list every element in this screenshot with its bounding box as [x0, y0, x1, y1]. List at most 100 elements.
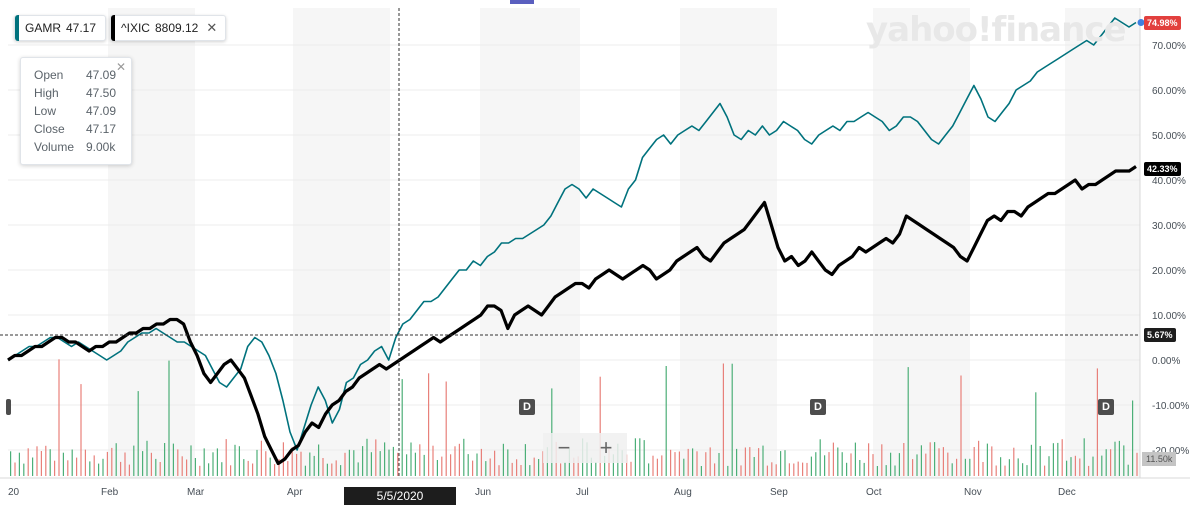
- volume-bar: [815, 452, 817, 476]
- volume-bar: [406, 454, 408, 476]
- x-tick-label: Feb: [101, 487, 119, 498]
- legend-ticker: GAMR: [25, 21, 61, 35]
- volume-bar: [432, 445, 434, 476]
- volume-bar: [1092, 456, 1094, 476]
- close-icon[interactable]: ✕: [206, 20, 218, 35]
- volume-bar: [577, 456, 579, 476]
- volume-bar: [401, 379, 403, 476]
- volume-bar: [36, 446, 38, 476]
- volume-bar: [463, 438, 465, 476]
- dividend-marker[interactable]: D: [519, 399, 535, 415]
- dividend-marker[interactable]: D: [810, 399, 826, 415]
- volume-bar: [344, 452, 346, 476]
- zoom-in-button[interactable]: +: [599, 435, 613, 460]
- volume-bar: [709, 447, 711, 476]
- volume-bar: [960, 375, 962, 476]
- volume-bar: [93, 455, 95, 476]
- volume-bar: [1070, 457, 1072, 476]
- volume-bar: [1132, 400, 1134, 476]
- volume-bar: [494, 450, 496, 476]
- volume-bar: [450, 454, 452, 476]
- volume-bar: [243, 459, 245, 476]
- x-tick-label: Mar: [187, 487, 205, 498]
- y-tick-label: 60.00%: [1152, 86, 1186, 97]
- zoom-controls: − +: [543, 433, 627, 463]
- volume-bar: [485, 461, 487, 476]
- volume-bar: [643, 440, 645, 476]
- volume-bar: [1088, 465, 1090, 476]
- volume-bar: [177, 449, 179, 476]
- volume-bar: [335, 460, 337, 476]
- volume-bar: [590, 457, 592, 476]
- volume-bar: [1096, 368, 1098, 476]
- volume-bar: [45, 445, 47, 476]
- volume-bar: [89, 461, 91, 476]
- series-color-swatch: [111, 15, 115, 41]
- volume-bar: [705, 452, 707, 476]
- volume-bar: [441, 456, 443, 476]
- volume-bar: [375, 439, 377, 476]
- volume-bar: [630, 461, 632, 476]
- volume-bar: [740, 465, 742, 476]
- volume-bar: [687, 448, 689, 476]
- volume-bar: [379, 451, 381, 476]
- legend-chip-ixic[interactable]: ^IXIC 8809.12 ✕: [110, 15, 226, 41]
- volume-bar: [1030, 444, 1032, 476]
- volume-bar: [595, 462, 597, 476]
- volume-bar: [1127, 464, 1129, 476]
- y-tick-label: 50.00%: [1152, 131, 1186, 142]
- dividend-marker-partial[interactable]: [6, 399, 11, 415]
- volume-bar: [428, 373, 430, 476]
- volume-bar: [115, 443, 117, 476]
- volume-bar: [137, 391, 139, 476]
- volume-bar: [1044, 465, 1046, 476]
- volume-bar: [142, 451, 144, 476]
- volume-bar: [234, 444, 236, 476]
- ixic-last-value-tag: 42.33%: [1144, 162, 1181, 176]
- tooltip-row-low: Low 47.09: [34, 104, 117, 118]
- volume-bar: [1066, 460, 1068, 476]
- volume-bar: [942, 447, 944, 476]
- volume-bar: [714, 463, 716, 476]
- x-tick-label: Nov: [964, 487, 982, 498]
- volume-bar: [80, 384, 82, 476]
- volume-bar: [511, 462, 513, 476]
- volume-bar: [454, 446, 456, 476]
- zoom-out-button[interactable]: −: [557, 435, 571, 460]
- volume-bar: [564, 462, 566, 476]
- volume-bar: [722, 363, 724, 476]
- x-tick-label: Jul: [576, 487, 589, 498]
- volume-bar: [313, 455, 315, 476]
- volume-bar: [1035, 392, 1037, 476]
- close-icon[interactable]: ✕: [115, 60, 126, 74]
- series-color-swatch: [15, 15, 19, 41]
- volume-bar: [766, 465, 768, 476]
- legend-chip-gamr[interactable]: GAMR 47.17: [14, 15, 106, 41]
- range-handle[interactable]: [510, 0, 534, 4]
- volume-bar: [208, 463, 210, 476]
- volume-bar: [164, 443, 166, 476]
- volume-bar: [533, 457, 535, 476]
- volume-bar: [894, 465, 896, 476]
- volume-bar: [1039, 446, 1041, 476]
- volume-bar: [1123, 445, 1125, 476]
- volume-bar: [384, 442, 386, 476]
- y-tick-label: 70.00%: [1152, 41, 1186, 52]
- volume-bar: [225, 439, 227, 476]
- volume-bars: [10, 359, 1138, 476]
- dividend-marker[interactable]: D: [1098, 399, 1114, 415]
- volume-bar: [788, 463, 790, 476]
- x-tick-label: Oct: [866, 487, 882, 498]
- volume-bar: [14, 462, 16, 476]
- volume-bar: [868, 443, 870, 476]
- volume-bar: [1101, 455, 1103, 476]
- volume-last-value-tag: 11.50k: [1142, 452, 1177, 466]
- volume-bar: [683, 458, 685, 476]
- volume-bar: [159, 462, 161, 476]
- volume-bar: [414, 452, 416, 476]
- volume-bar: [27, 448, 29, 476]
- volume-bar: [54, 460, 56, 476]
- y-tick-label: 10.00%: [1152, 311, 1186, 322]
- series-line-gamr: [7, 17, 1137, 451]
